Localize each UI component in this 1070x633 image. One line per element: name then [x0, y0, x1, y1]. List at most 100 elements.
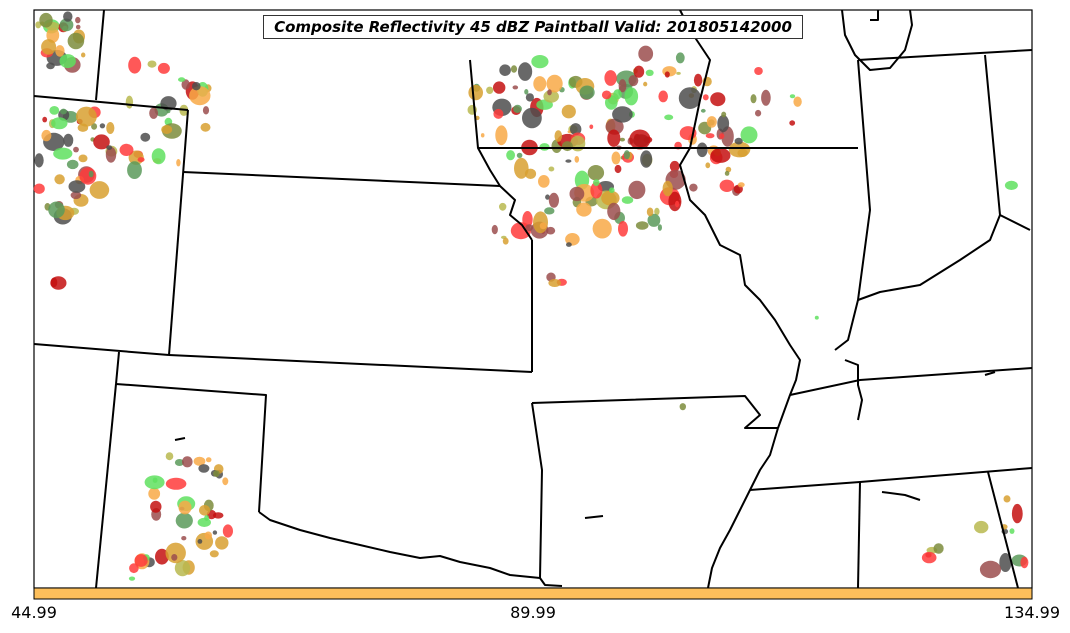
paintball-blob [566, 242, 572, 247]
paintball-blob [533, 211, 548, 234]
paintball-blob [710, 148, 731, 163]
paintball-blob [562, 141, 573, 152]
paintball-blob [675, 200, 680, 208]
paintball-blob [754, 67, 763, 75]
paintball-blob [502, 237, 509, 245]
paintball-blob [140, 132, 151, 142]
paintball-blob [538, 175, 550, 188]
paintball-blob [78, 154, 88, 163]
paintball-blob [127, 161, 142, 180]
paintball-blob [212, 512, 224, 519]
paintball-blob [710, 92, 726, 107]
paintball-blob [50, 276, 67, 290]
paintball-blob [539, 222, 547, 230]
boundary-nw [95, 9, 105, 101]
paintball-blob [506, 150, 515, 161]
paintball-blob [134, 554, 148, 567]
colorbar-tick-max: 134.99 [1004, 603, 1060, 622]
paintball-blob [789, 120, 796, 126]
boundary-mi-south [857, 49, 1033, 61]
boundary-in-south [857, 214, 1001, 301]
paintball-blob [612, 106, 633, 123]
paintball-blob [700, 108, 706, 113]
paintball-blob [76, 106, 97, 127]
lake-michigan [841, 9, 913, 71]
paintball-blob [554, 130, 563, 142]
paintball-blob [605, 118, 624, 135]
boundary-mn-ia-west [469, 59, 501, 187]
paintball-blob [137, 157, 145, 163]
boundary-nm-east [115, 383, 267, 513]
paintball-blob [93, 134, 110, 150]
paintball-blob [621, 196, 634, 204]
paintball-blob [128, 56, 142, 74]
boundary-al-ga [987, 471, 1019, 589]
paintball-blob [165, 452, 174, 461]
paintball-blob [1009, 528, 1015, 534]
paintball-blob [543, 90, 559, 103]
paintball-blob [679, 403, 686, 411]
paintball-blob [73, 146, 79, 153]
paintball-blob [607, 129, 621, 147]
boundary-co-south [33, 343, 170, 356]
paintball-blob [525, 224, 533, 232]
boundary-tx-bottom [539, 577, 563, 587]
paintball-blob [1011, 503, 1023, 524]
paintball-blob [728, 141, 751, 158]
boundary-ks-south [168, 354, 533, 373]
paintball-blob [67, 32, 85, 50]
boundary-ms-al [857, 481, 861, 589]
paintball-blob [629, 129, 651, 150]
paintball-blob [147, 60, 157, 68]
boundary-ne-ks [499, 185, 533, 241]
paintball-blob [42, 116, 48, 123]
paintball-blob [192, 82, 201, 91]
paintball-blob [1003, 495, 1011, 503]
paintball-blob [737, 182, 745, 188]
paintball-blob [614, 164, 622, 174]
colorbar-tick-mid: 89.99 [510, 603, 556, 622]
paintball-blob [664, 114, 674, 121]
mississippi-river [679, 147, 801, 429]
paintball-blob [205, 457, 212, 463]
boundary-nm-north [115, 351, 120, 385]
paintball-blob [719, 133, 725, 140]
paintball-blob [499, 202, 507, 211]
river-segment-1 [844, 359, 863, 421]
paintball-blob [633, 65, 645, 78]
boundary-wy-north [33, 95, 189, 111]
paintball-blob [933, 543, 944, 554]
river-segment-2 [881, 491, 921, 501]
paintball-blob [150, 500, 162, 513]
paintball-blob [54, 174, 65, 185]
paintball-blob [70, 191, 82, 200]
paintball-blob [724, 170, 730, 176]
paintball-blob [129, 563, 139, 574]
paintball-blob [178, 500, 192, 515]
paintball-blob [593, 179, 600, 187]
paintball-blob [544, 207, 555, 215]
paintball-blob [119, 143, 134, 156]
paintball-blob [618, 79, 627, 93]
paintball-blob [518, 62, 533, 81]
paintball-blob [49, 106, 60, 115]
paintball-blob [643, 81, 648, 87]
paintball-blob [624, 87, 639, 106]
paintball-blob [645, 69, 654, 77]
paintball-blob [81, 52, 86, 58]
paintball-blob [493, 81, 506, 94]
paintball-blob [495, 125, 508, 146]
paintball-blob [189, 86, 211, 106]
paintball-blob [676, 71, 681, 75]
paintball-blob [525, 93, 535, 102]
paintball-blob [200, 122, 211, 132]
paintball-blob [166, 109, 171, 114]
paintball-blob [480, 133, 485, 138]
paintball-blob [513, 104, 522, 113]
paintball-blob [63, 133, 74, 147]
paintball-blob [619, 137, 625, 142]
paintball-blob [512, 85, 519, 90]
paintball-blob [215, 536, 229, 550]
paintball-blob [706, 116, 717, 128]
